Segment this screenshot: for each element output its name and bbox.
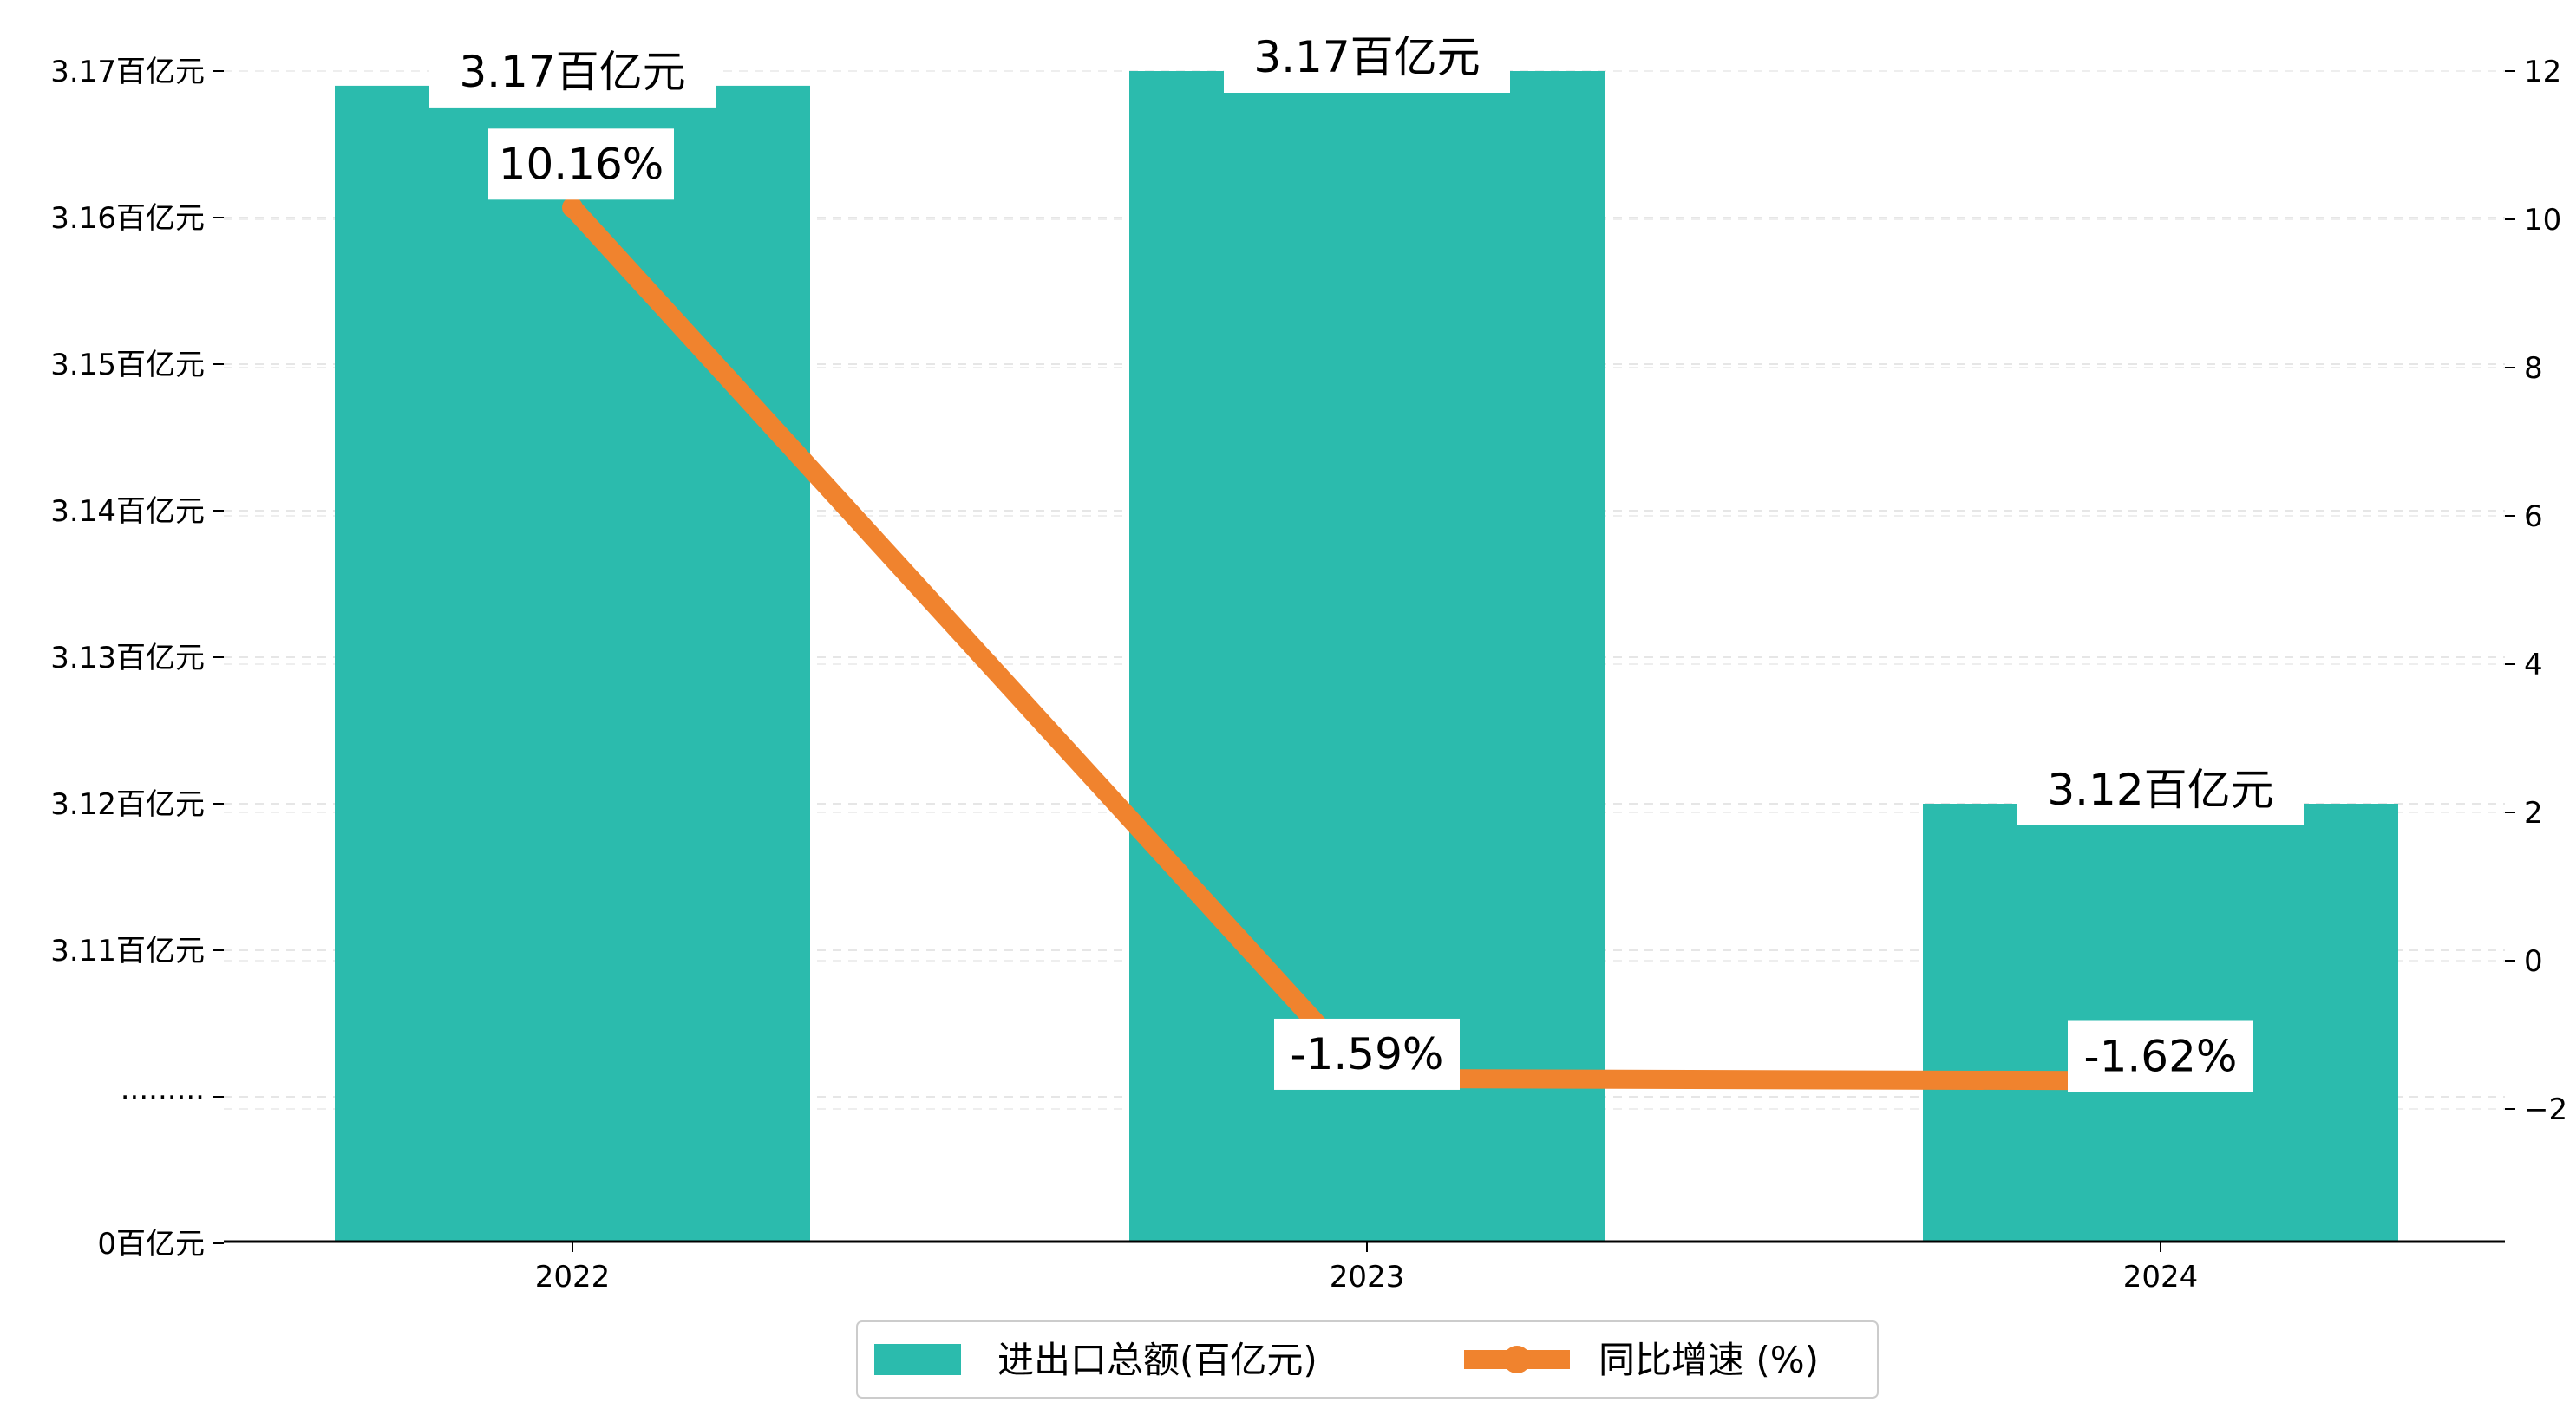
growth-value-label-box <box>488 128 674 200</box>
right-tick-label: 2 <box>2524 796 2543 831</box>
bar-value-label: 3.17百亿元 <box>1253 32 1480 82</box>
right-tick-label: 12 <box>2524 55 2561 89</box>
growth-point-2022 <box>562 197 583 218</box>
left-tick-label: 3.11百亿元 <box>50 934 205 968</box>
growth-value-label-box <box>2068 1020 2253 1092</box>
right-tick-label: 0 <box>2524 944 2543 979</box>
legend: 进出口总额(百亿元) 同比增速 (%) <box>856 1320 1879 1399</box>
bar-value-label-box <box>1224 22 1510 93</box>
x-tick-label: 2024 <box>2123 1260 2199 1294</box>
legend-swatch-bar <box>874 1344 961 1375</box>
growth-value-label-box <box>1274 1018 1460 1090</box>
right-tick-label: 10 <box>2524 203 2561 238</box>
left-tick-label: 3.15百亿元 <box>50 348 205 382</box>
left-tick-label: 3.17百亿元 <box>50 55 205 89</box>
bar-2022 <box>335 85 810 1242</box>
right-tick-label: 4 <box>2524 648 2543 682</box>
legend-label-bar: 进出口总额(百亿元) <box>997 1339 1317 1381</box>
right-tick-label: −2 <box>2524 1092 2567 1127</box>
growth-value-label: -1.62% <box>2084 1032 2238 1082</box>
growth-value-label: 10.16% <box>499 139 664 189</box>
x-tick-label: 2022 <box>535 1260 611 1294</box>
axes: 3.17百亿元 3.16百亿元 3.15百亿元 3.14百亿元 3.13百亿元 3.12百… <box>50 55 2567 1294</box>
bars <box>335 71 2398 1242</box>
left-tick-label: 3.16百亿元 <box>50 201 205 236</box>
bar-value-label: 3.17百亿元 <box>459 47 685 97</box>
left-tick-label: 0百亿元 <box>97 1227 205 1262</box>
left-tick-label: 3.14百亿元 <box>50 494 205 529</box>
data-labels: 3.17百亿元 3.17百亿元 3.12百亿元 10.16% -1.59% -1.62% <box>429 22 2304 1092</box>
x-tick-label: 2023 <box>1330 1260 1405 1294</box>
right-tick-label: 6 <box>2524 499 2543 534</box>
legend-label-line: 同比增速 (%) <box>1599 1339 1819 1381</box>
growth-value-label: -1.59% <box>1291 1029 1444 1079</box>
bar-value-label: 3.12百亿元 <box>2047 765 2273 815</box>
legend-box <box>856 1320 1879 1399</box>
bar-value-label-box <box>429 36 716 108</box>
left-tick-label: 3.13百亿元 <box>50 641 205 675</box>
left-tick-label: ········· <box>121 1080 205 1115</box>
legend-swatch-marker <box>1503 1346 1531 1373</box>
left-tick-label: 3.12百亿元 <box>50 787 205 822</box>
bar-value-label-box <box>2017 754 2304 825</box>
right-tick-label: 8 <box>2524 351 2543 386</box>
